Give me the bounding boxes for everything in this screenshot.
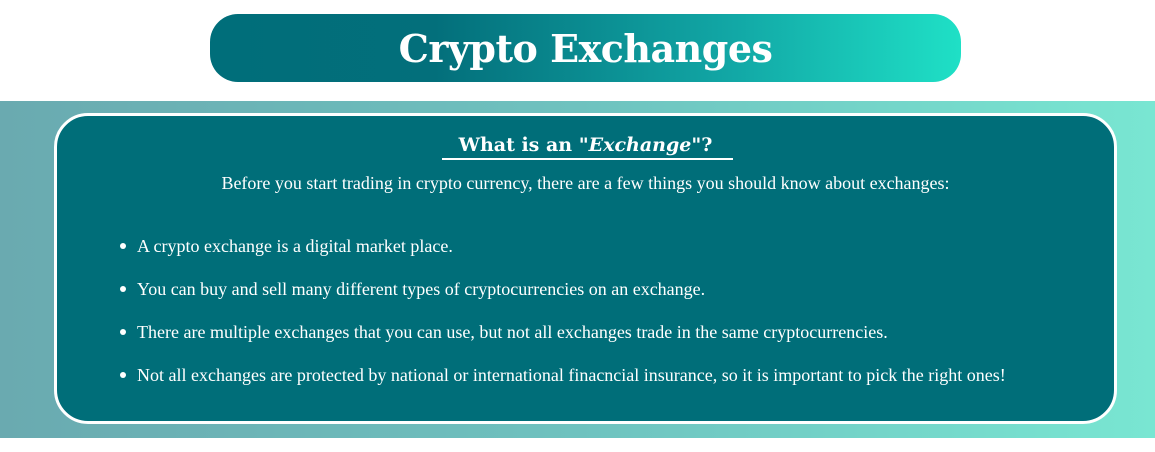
list-item: You can buy and sell many different type…: [120, 276, 1100, 319]
list-item: Not all exchanges are protected by natio…: [120, 362, 1100, 405]
card-heading-prefix: What is an: [458, 134, 579, 156]
list-item: There are multiple exchanges that you ca…: [120, 319, 1100, 362]
list-item: A crypto exchange is a digital market pl…: [120, 233, 1100, 276]
list-item-text: A crypto exchange is a digital market pl…: [137, 236, 453, 256]
card-heading-suffix: ?: [701, 134, 713, 156]
bullet-icon: [120, 243, 126, 249]
bullet-icon: [120, 372, 126, 378]
bullet-icon: [120, 329, 126, 335]
title-banner: Crypto Exchanges: [210, 14, 961, 82]
info-card: What is an "Exchange"? Before you start …: [54, 113, 1117, 424]
bullet-icon: [120, 286, 126, 292]
card-heading: What is an "Exchange"?: [57, 134, 1114, 156]
list-item-text: You can buy and sell many different type…: [137, 279, 706, 299]
heading-underline: [442, 158, 733, 160]
card-heading-emphasis: "Exchange": [578, 134, 702, 156]
page-title: Crypto Exchanges: [398, 25, 773, 71]
list-item-text: There are multiple exchanges that you ca…: [137, 322, 888, 342]
list-item-text: Not all exchanges are protected by natio…: [137, 365, 1006, 385]
intro-text: Before you start trading in crypto curre…: [221, 173, 950, 193]
exchange-facts-list: A crypto exchange is a digital market pl…: [120, 233, 1100, 405]
